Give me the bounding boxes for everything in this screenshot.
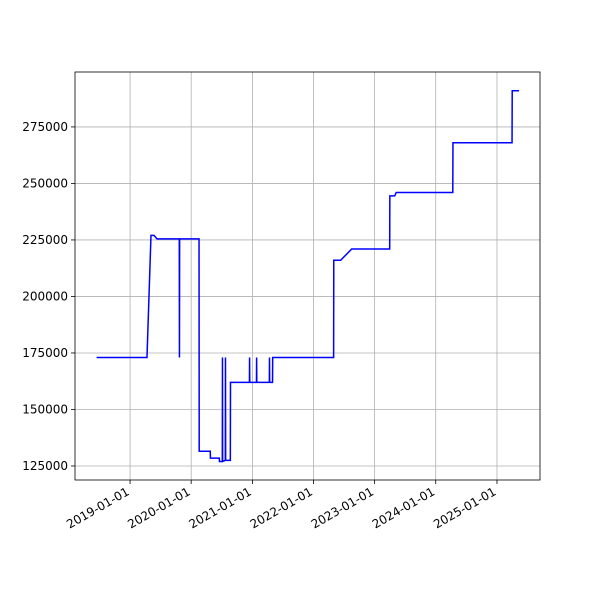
y-tick-label: 275000 xyxy=(22,120,68,134)
y-tick-label: 250000 xyxy=(22,176,68,190)
plot-frame xyxy=(74,71,541,481)
data-line xyxy=(96,90,520,463)
y-tick-label: 225000 xyxy=(22,233,68,247)
y-tick-label: 200000 xyxy=(22,289,68,303)
y-tick-label: 150000 xyxy=(22,402,68,416)
y-tick-label: 125000 xyxy=(22,459,68,473)
y-tick-label: 175000 xyxy=(22,346,68,360)
